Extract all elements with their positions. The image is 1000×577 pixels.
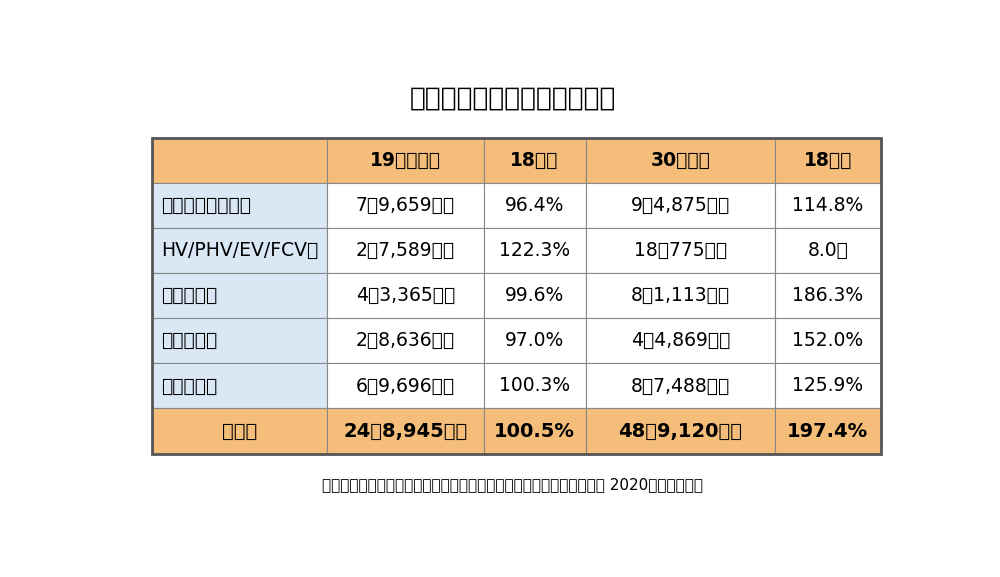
- Bar: [152, 319, 327, 364]
- Bar: [484, 138, 586, 183]
- Bar: [586, 364, 775, 409]
- Text: 186.3%: 186.3%: [792, 286, 863, 305]
- Text: パワートレイン系: パワートレイン系: [161, 196, 251, 215]
- Bar: [327, 319, 484, 364]
- Text: ボディー系: ボディー系: [161, 331, 218, 350]
- Bar: [484, 273, 586, 319]
- Bar: [775, 138, 881, 183]
- Text: 24兆8,945億円: 24兆8,945億円: [343, 422, 467, 440]
- Bar: [484, 183, 586, 228]
- Bar: [327, 228, 484, 273]
- Text: 6兆9,696億円: 6兆9,696億円: [356, 376, 455, 395]
- Bar: [152, 138, 327, 183]
- Text: 96.4%: 96.4%: [505, 196, 564, 215]
- Text: 99.6%: 99.6%: [505, 286, 564, 305]
- Text: 19年見込み: 19年見込み: [370, 151, 441, 170]
- Bar: [152, 364, 327, 409]
- Bar: [327, 273, 484, 319]
- Bar: [586, 228, 775, 273]
- Text: 125.9%: 125.9%: [792, 376, 863, 395]
- Text: 情報通信系: 情報通信系: [161, 376, 218, 395]
- Bar: [152, 409, 327, 454]
- Text: 197.4%: 197.4%: [787, 422, 868, 440]
- Bar: [327, 364, 484, 409]
- Text: HV/PHV/EV/FCV系: HV/PHV/EV/FCV系: [161, 241, 319, 260]
- Text: （出所：富士キメラ総研「車載電装デバイス＆コンポーネンツ総調査 2020（上巻）」）: （出所：富士キメラ総研「車載電装デバイス＆コンポーネンツ総調査 2020（上巻）…: [322, 477, 703, 492]
- Bar: [152, 273, 327, 319]
- Text: 122.3%: 122.3%: [499, 241, 570, 260]
- Text: 2兆7,589億円: 2兆7,589億円: [356, 241, 455, 260]
- Text: 合　計: 合 計: [222, 422, 257, 440]
- Text: 9兆4,875億円: 9兆4,875億円: [631, 196, 730, 215]
- Text: 4兆4,869億円: 4兆4,869億円: [631, 331, 730, 350]
- Text: 8.0倍: 8.0倍: [807, 241, 848, 260]
- Text: 18兆775億円: 18兆775億円: [634, 241, 727, 260]
- Bar: [775, 228, 881, 273]
- Bar: [152, 228, 327, 273]
- Text: 18年比: 18年比: [804, 151, 852, 170]
- Bar: [484, 228, 586, 273]
- Text: 2兆8,636億円: 2兆8,636億円: [356, 331, 455, 350]
- Bar: [586, 183, 775, 228]
- Text: 48兆9,120億円: 48兆9,120億円: [618, 422, 742, 440]
- Bar: [152, 138, 881, 454]
- Bar: [327, 183, 484, 228]
- Text: 114.8%: 114.8%: [792, 196, 863, 215]
- Bar: [775, 183, 881, 228]
- Text: 152.0%: 152.0%: [792, 331, 863, 350]
- Bar: [327, 138, 484, 183]
- Bar: [586, 409, 775, 454]
- Bar: [586, 319, 775, 364]
- Text: 18年比: 18年比: [510, 151, 559, 170]
- Bar: [775, 273, 881, 319]
- Bar: [484, 409, 586, 454]
- Text: 30年予測: 30年予測: [650, 151, 710, 170]
- Bar: [586, 273, 775, 319]
- Text: 車載電装システムの世界市場: 車載電装システムの世界市場: [409, 85, 616, 111]
- Bar: [484, 319, 586, 364]
- Bar: [152, 183, 327, 228]
- Bar: [775, 409, 881, 454]
- Text: 8兆7,488億円: 8兆7,488億円: [631, 376, 730, 395]
- Bar: [484, 364, 586, 409]
- Text: 7兆9,659億円: 7兆9,659億円: [356, 196, 455, 215]
- Text: 97.0%: 97.0%: [505, 331, 564, 350]
- Text: 4兆3,365億円: 4兆3,365億円: [356, 286, 455, 305]
- Text: 100.5%: 100.5%: [494, 422, 575, 440]
- Text: 走行安全系: 走行安全系: [161, 286, 218, 305]
- Text: 100.3%: 100.3%: [499, 376, 570, 395]
- Bar: [775, 319, 881, 364]
- Text: 8兆1,113億円: 8兆1,113億円: [631, 286, 730, 305]
- Bar: [327, 409, 484, 454]
- Bar: [586, 138, 775, 183]
- Bar: [775, 364, 881, 409]
